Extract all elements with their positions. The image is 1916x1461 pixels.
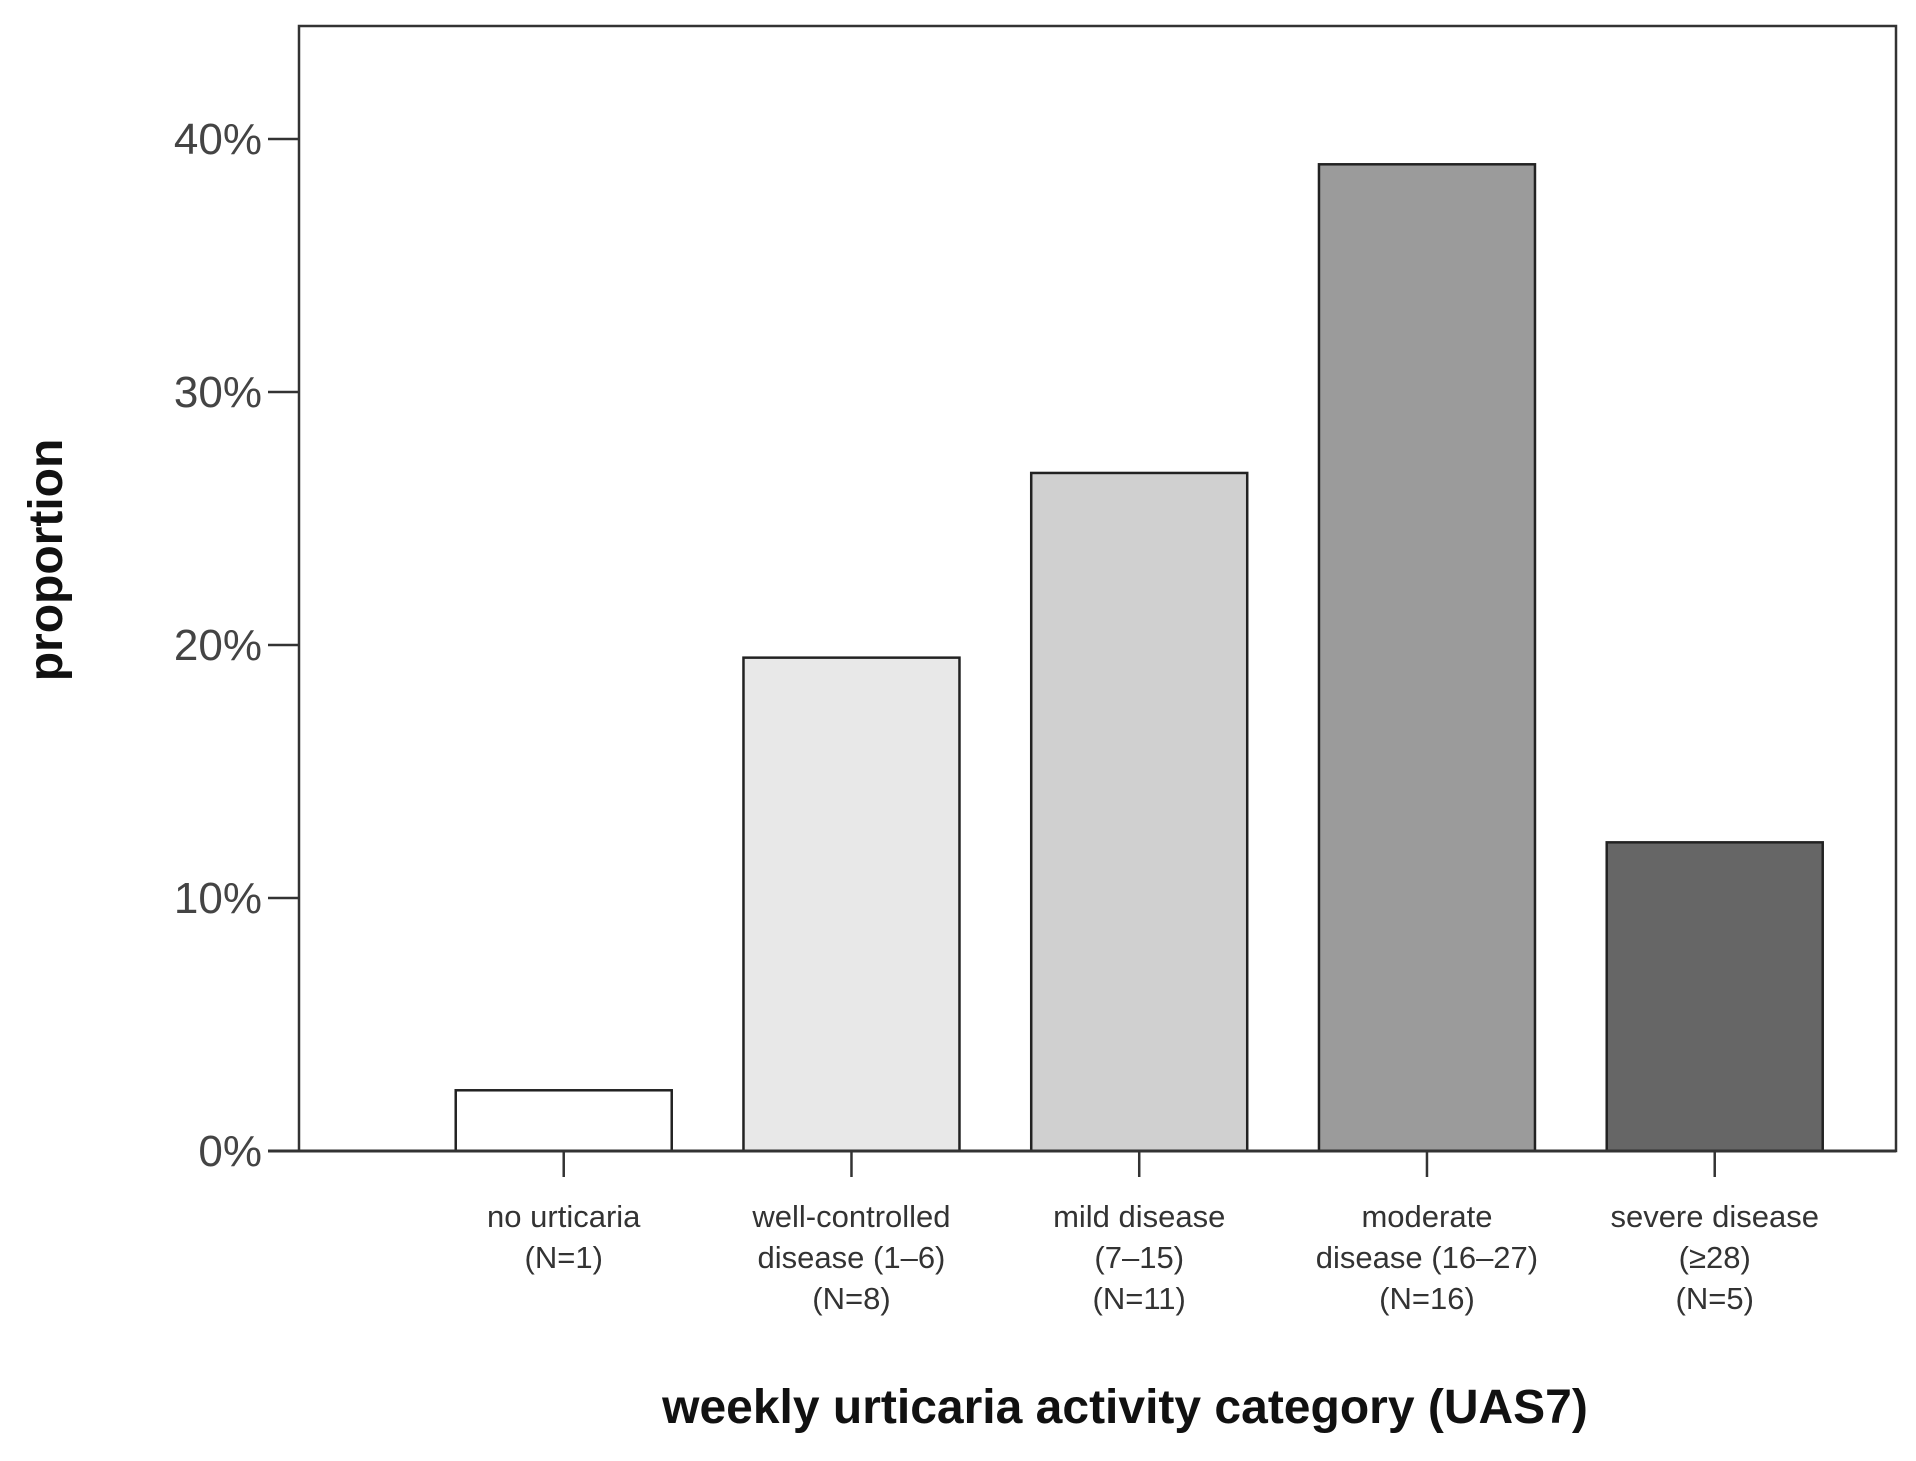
y-tick-label: 0% (198, 1127, 262, 1176)
x-category-label: no urticaria (487, 1199, 641, 1234)
y-tick-label: 10% (174, 874, 262, 923)
y-tick-label: 30% (174, 368, 262, 417)
y-tick-label: 40% (174, 115, 262, 164)
x-category-label: severe disease (1610, 1199, 1819, 1234)
x-category-label: disease (16–27) (1316, 1240, 1538, 1275)
x-category-label: (7–15) (1094, 1240, 1184, 1275)
x-category-label: (≥28) (1679, 1240, 1751, 1275)
x-axis-ticks (562, 1151, 1716, 1177)
x-category-label: moderate (1361, 1199, 1492, 1234)
bar (1317, 163, 1537, 1153)
y-axis-title: proportion (20, 439, 73, 682)
x-category-label: mild disease (1053, 1199, 1225, 1234)
bar (1029, 471, 1249, 1153)
y-tick-label: 20% (174, 621, 262, 670)
x-category-label: (N=1) (525, 1240, 603, 1275)
y-axis-ticks: 0% 10% 20% 30% 40% (174, 115, 299, 1176)
x-category-label: (N=8) (812, 1281, 890, 1316)
bar (1605, 841, 1824, 1153)
x-category-label: disease (1–6) (758, 1240, 946, 1275)
x-category-label: (N=16) (1379, 1281, 1475, 1316)
bars (454, 163, 1824, 1153)
bar (742, 656, 961, 1153)
category-labels: no urticaria (N=1) well-controlled disease … (487, 1199, 1819, 1316)
bar (454, 1089, 673, 1153)
x-axis-title: weekly urticaria activity category (UAS7… (661, 1381, 1588, 1434)
x-category-label: (N=5) (1676, 1281, 1754, 1316)
x-category-label: (N=11) (1093, 1281, 1186, 1316)
x-category-label: well-controlled (751, 1199, 950, 1234)
